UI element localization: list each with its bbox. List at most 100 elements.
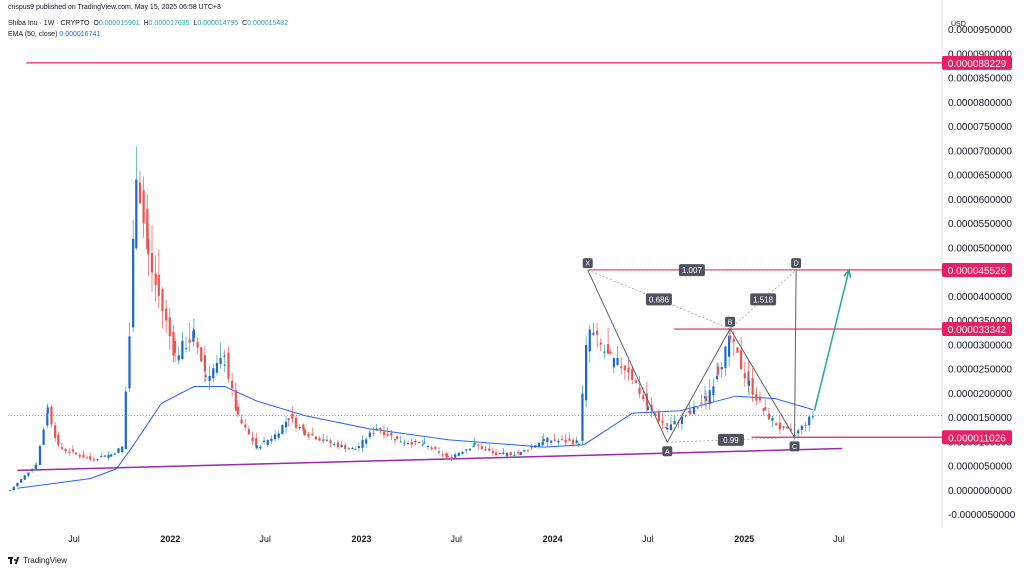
candle-body	[329, 440, 332, 444]
candle-body	[445, 453, 448, 457]
candle-body	[234, 389, 237, 411]
candle-body	[357, 446, 360, 449]
tradingview-logo[interactable]: TradingView	[8, 556, 67, 565]
y-tick-label: 0.0000650000	[948, 171, 1012, 182]
candle-body	[599, 342, 602, 345]
candle-body	[627, 367, 630, 373]
candle-body	[68, 451, 71, 453]
candle-body	[231, 380, 234, 389]
candle-body	[571, 440, 575, 445]
candle-body	[477, 444, 480, 446]
candle-body	[646, 406, 650, 411]
candle-body	[208, 375, 211, 381]
candle-body	[800, 425, 803, 430]
candle-body	[804, 425, 807, 427]
candle-body	[764, 407, 767, 410]
candle-body	[57, 434, 60, 446]
price-level-label: 0.000088229	[948, 59, 1007, 70]
candle-body	[406, 442, 410, 444]
candle-body	[273, 434, 277, 440]
candle-body	[758, 396, 762, 401]
candle-body	[609, 351, 612, 354]
candle-body	[732, 338, 735, 342]
candle-body	[638, 387, 641, 394]
candle-body	[546, 437, 549, 442]
candle-body	[747, 380, 751, 386]
candle-body	[751, 378, 754, 395]
candle-body	[302, 424, 305, 431]
candle-body	[110, 454, 113, 457]
price-level-labels: 0.000088229 0.000045526 0.000033342 0.00001…	[942, 55, 1012, 445]
pattern-leg	[666, 328, 731, 443]
candle-series	[8, 146, 814, 492]
candle-body	[146, 208, 149, 250]
candle-body	[314, 436, 318, 440]
ema-value: 0.000016741	[59, 31, 101, 38]
candle-body	[669, 424, 673, 431]
pattern-leg	[794, 270, 797, 438]
projection-arrow[interactable]	[813, 268, 852, 411]
y-tick-label: 0.0000150000	[948, 413, 1012, 424]
price-level-tag	[942, 430, 1012, 445]
candle-body	[177, 355, 180, 361]
candle-body	[361, 439, 364, 449]
ema-legend[interactable]: EMA (50, close) 0.000016741	[8, 31, 100, 38]
ema-label: EMA (50, close)	[8, 31, 58, 38]
candle-body	[665, 426, 668, 428]
ohlc-close: C0.000015482	[242, 20, 289, 27]
candle-body	[203, 355, 206, 372]
candle-body	[498, 452, 501, 454]
candle-body	[755, 394, 758, 401]
candle-body	[657, 412, 661, 422]
y-tick-label: -0.0000050000	[948, 510, 1016, 521]
price-level-label: 0.000011026	[948, 433, 1006, 444]
pattern-point-label: C	[792, 444, 797, 451]
candle-body	[461, 451, 464, 454]
candle-body	[138, 182, 142, 204]
candle-body	[172, 332, 175, 356]
candle-body	[502, 452, 505, 454]
candle-body	[46, 407, 49, 414]
y-tick-label: 0.0000300000	[948, 340, 1012, 351]
support-trendline[interactable]	[17, 447, 843, 472]
candle-body	[82, 454, 85, 458]
candle-body	[204, 375, 208, 377]
y-tick-label: 0.0000850000	[948, 74, 1012, 85]
candle-body	[240, 419, 243, 424]
candle-body	[124, 391, 127, 450]
y-tick-label: 0.0000950000	[948, 25, 1012, 36]
candle-body	[34, 464, 37, 470]
candle-body	[588, 329, 591, 352]
pattern-point-tag	[725, 316, 736, 327]
candle-body	[100, 456, 103, 458]
ratio-label: 0.686	[649, 295, 670, 304]
pattern-point-label: A	[665, 449, 670, 456]
candle-body	[666, 427, 669, 430]
candle-body	[560, 439, 564, 441]
candle-body	[333, 444, 336, 446]
candle-body	[113, 453, 116, 455]
candle-body	[708, 390, 711, 404]
candle-body	[212, 368, 215, 379]
y-tick-label: 0.0000900000	[948, 49, 1012, 60]
candle-body	[468, 448, 471, 451]
candle-body	[542, 439, 545, 442]
candle-body	[410, 441, 413, 445]
harmonic-pattern[interactable]: 0.686 1.518 1.007 0.99 X A B C D	[582, 258, 802, 457]
candle-body	[262, 440, 266, 443]
pattern-point-label: B	[728, 319, 733, 326]
ratio-tag	[717, 433, 744, 446]
candle-body	[19, 479, 23, 483]
candle-body	[154, 273, 157, 286]
candle-body	[654, 413, 657, 416]
candle-body	[786, 426, 789, 429]
candle-body	[454, 454, 457, 458]
y-tick-label: 0.0000750000	[948, 122, 1012, 133]
candle-body	[516, 452, 520, 454]
candle-body	[616, 357, 619, 365]
candle-body	[596, 330, 599, 335]
candle-body	[509, 452, 512, 456]
candle-body	[54, 425, 57, 438]
price-level-tag	[942, 262, 1012, 277]
